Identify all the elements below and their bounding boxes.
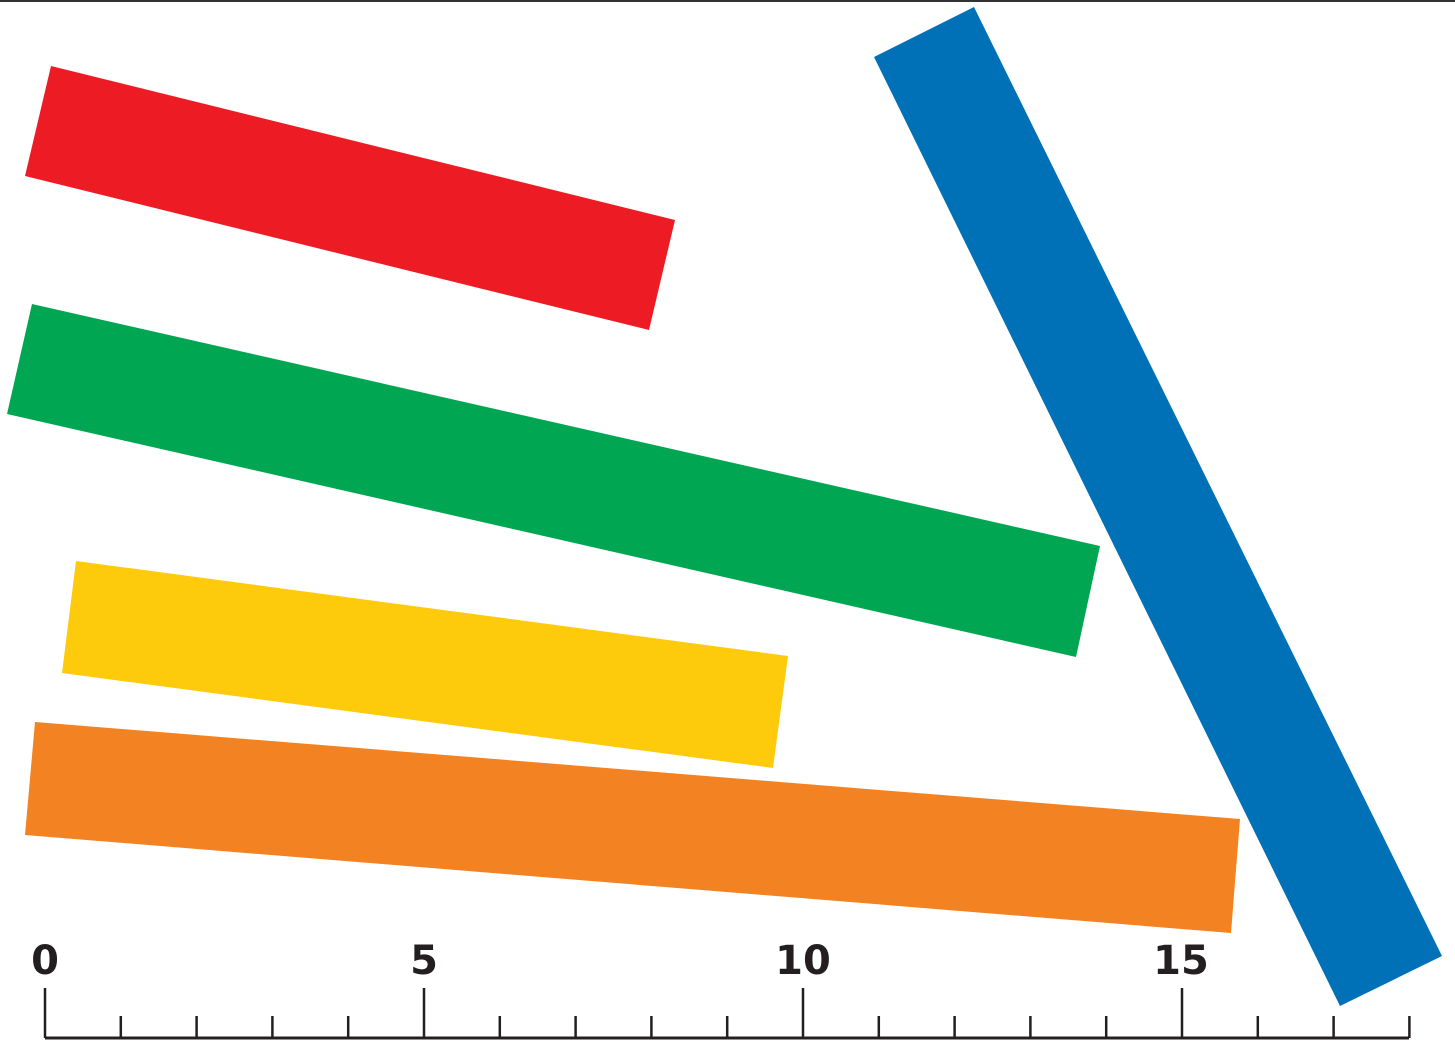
ruler-label-10: 10 — [775, 938, 831, 984]
ruler: 0 5 10 15 — [31, 938, 1411, 1040]
ruler-label-5: 5 — [410, 938, 438, 984]
green-stick — [7, 304, 1100, 657]
top-border-line — [0, 0, 1455, 2]
ruler-label-0: 0 — [31, 938, 59, 984]
ruler-ticks — [43, 988, 1411, 1038]
red-stick — [25, 66, 675, 330]
blue-stick — [874, 7, 1442, 1006]
ruler-label-15: 15 — [1153, 938, 1209, 984]
orange-stick — [25, 722, 1240, 933]
yellow-stick — [62, 561, 788, 768]
